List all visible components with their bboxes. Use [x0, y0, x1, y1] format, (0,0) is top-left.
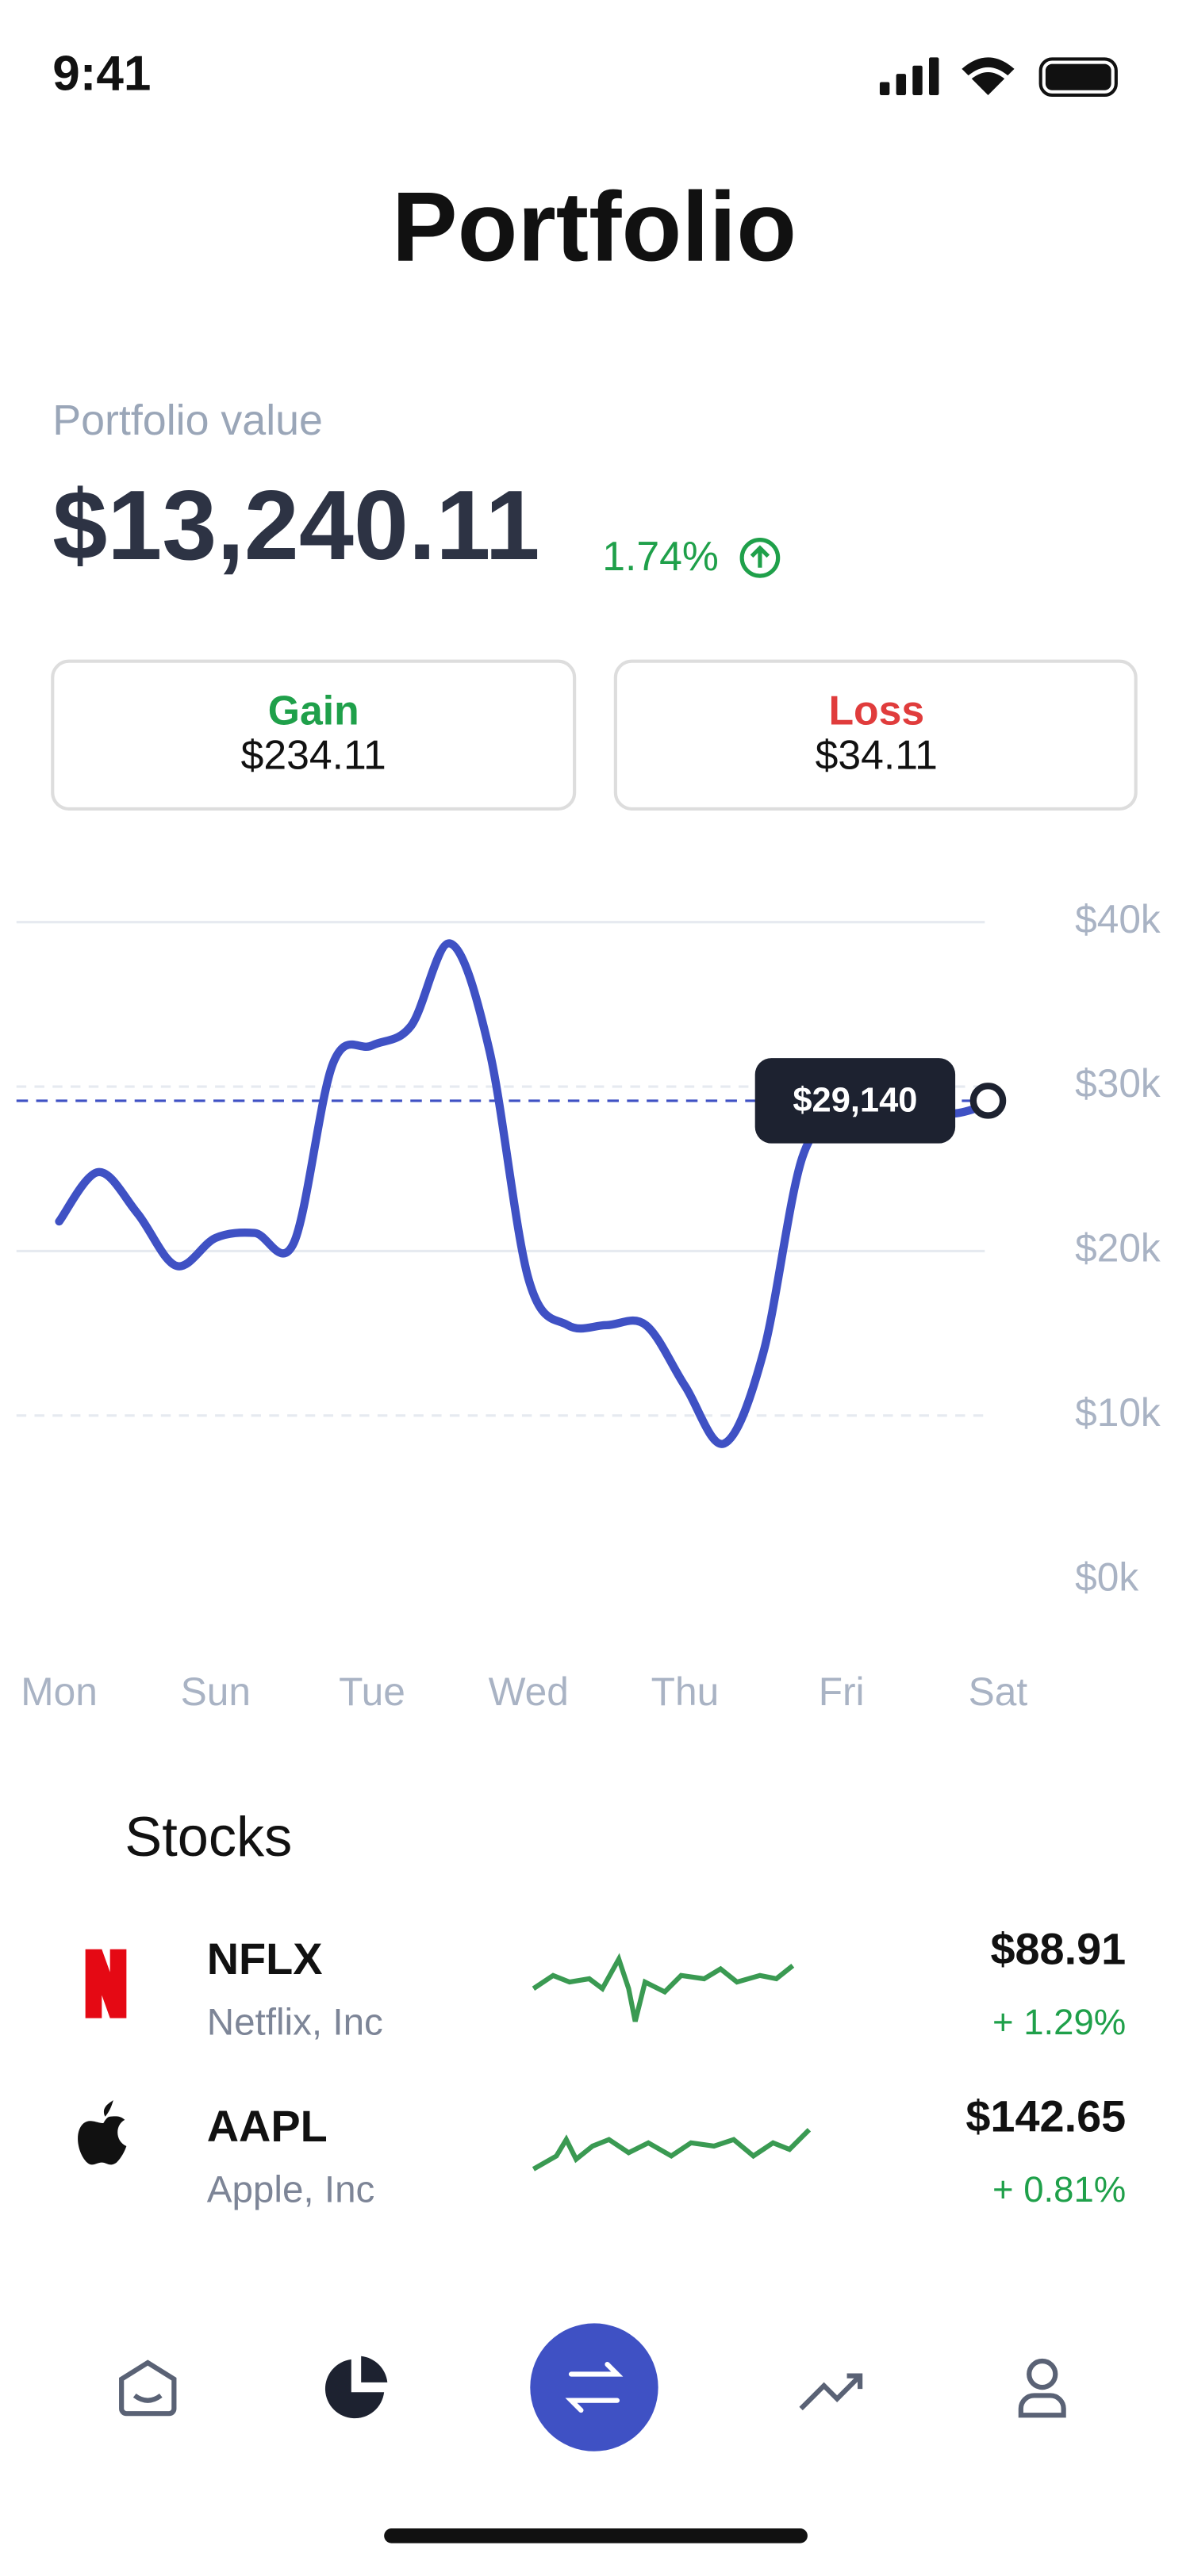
company: Apple, Inc: [207, 2168, 375, 2210]
gain-value: $234.11: [241, 731, 386, 777]
x-tick-label: Thu: [651, 1669, 720, 1714]
markets-tab[interactable]: [799, 2373, 863, 2411]
price-line: [55, 939, 1003, 1448]
sparkline: [532, 2128, 812, 2172]
y-tick-label: $20k: [1075, 1226, 1161, 1271]
home-tab[interactable]: [119, 2359, 177, 2417]
netflix-logo: [85, 1949, 127, 2018]
y-tick-label: $0k: [1075, 1554, 1138, 1599]
change: + 0.81%: [992, 2169, 1126, 2210]
portfolio-tab[interactable]: [324, 2356, 388, 2419]
gain-label: Gain: [268, 688, 359, 734]
chart: $0k $10k $20k $30k $40k $29,140 Mon Sun Tue Wed Th…: [16, 897, 1161, 1714]
y-tick-label: $40k: [1075, 897, 1161, 941]
price: $142.65: [965, 2091, 1126, 2141]
x-tick-label: Fri: [819, 1669, 865, 1714]
up-icon: [739, 538, 781, 578]
tooltip: [754, 1058, 956, 1144]
summary-value: $13,240.11: [52, 471, 539, 581]
tab-bar: [119, 2323, 1066, 2451]
trade-button[interactable]: [530, 2323, 658, 2451]
y-tick-label: $30k: [1075, 1061, 1161, 1106]
tooltip-label: $29,140: [793, 1081, 917, 1119]
x-tick-label: Wed: [489, 1669, 569, 1714]
y-tick-label: $10k: [1075, 1390, 1161, 1435]
status-icons: [879, 57, 1118, 98]
end-point: [969, 1083, 1007, 1119]
summary-change: 1.74%: [602, 533, 719, 579]
price: $88.91: [990, 1924, 1126, 1974]
loss-value: $34.11: [816, 731, 938, 777]
x-tick-label: Mon: [21, 1669, 98, 1714]
ticker: NFLX: [207, 1934, 323, 1984]
sparkline: [532, 1953, 795, 2022]
summary-label: Portfolio value: [52, 397, 323, 444]
x-tick-label: Sun: [181, 1669, 251, 1714]
stocks-title: Stocks: [125, 1805, 292, 1868]
change: + 1.29%: [992, 2002, 1126, 2042]
status-time: 9:41: [52, 47, 151, 102]
ticker: AAPL: [207, 2101, 328, 2151]
company: Netflix, Inc: [207, 2001, 383, 2043]
x-tick-label: Tue: [339, 1669, 405, 1714]
gain-card: [51, 659, 577, 811]
loss-card: [613, 659, 1138, 811]
page-title: Portfolio: [392, 173, 797, 282]
profile-tab[interactable]: [1018, 2358, 1066, 2418]
home-indicator: [384, 2528, 808, 2543]
loss-label: Loss: [828, 688, 924, 734]
x-tick-label: Sat: [969, 1669, 1028, 1714]
apple-logo: [78, 2100, 127, 2165]
